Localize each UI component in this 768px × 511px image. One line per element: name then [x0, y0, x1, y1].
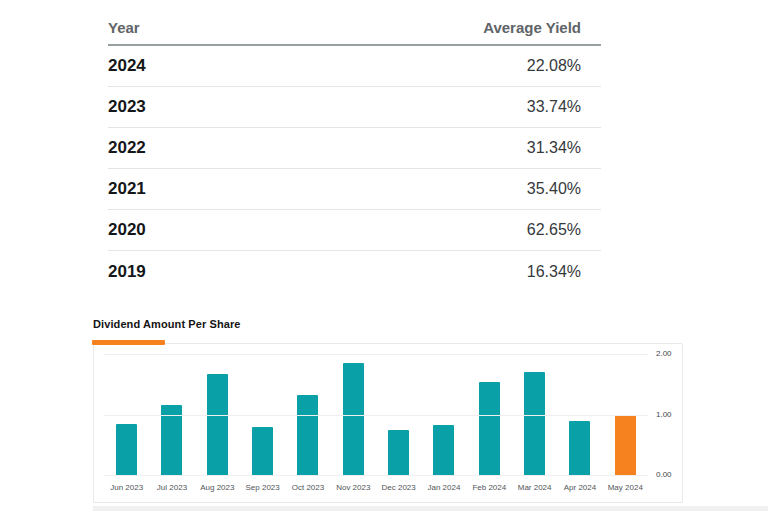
table-row: 2021 35.40%	[108, 169, 601, 210]
x-axis-label: May 2024	[603, 483, 648, 492]
bar-jan-2024[interactable]	[433, 425, 454, 475]
table-row: 2023 33.74%	[108, 87, 601, 128]
x-axis-label: Aug 2023	[195, 483, 240, 492]
year-cell: 2020	[108, 220, 146, 240]
bar-feb-2024[interactable]	[479, 382, 500, 475]
table-header-row: Year Average Yield	[108, 13, 601, 46]
chart-title: Dividend Amount Per Share	[93, 318, 241, 330]
bar-jun-2023[interactable]	[116, 424, 137, 475]
average-yield-table: Year Average Yield 2024 22.08% 2023 33.7…	[108, 13, 601, 292]
x-axis-label: Sep 2023	[240, 483, 285, 492]
bar-apr-2024[interactable]	[569, 421, 590, 475]
table-row: 2020 62.65%	[108, 210, 601, 251]
bar-nov-2023[interactable]	[343, 363, 364, 475]
x-axis-label: Apr 2024	[557, 483, 602, 492]
bar-plot-area	[104, 354, 648, 475]
next-section-top-edge	[93, 506, 768, 511]
x-axis-label: Dec 2023	[376, 483, 421, 492]
table-row: 2022 31.34%	[108, 128, 601, 169]
y-axis-label: 1.00	[656, 410, 684, 420]
year-cell: 2022	[108, 138, 146, 158]
y-axis-label: 0.00	[656, 470, 684, 480]
yield-cell: 35.40%	[527, 180, 601, 198]
yield-cell: 22.08%	[527, 57, 601, 75]
bar-mar-2024[interactable]	[524, 372, 545, 475]
year-cell: 2024	[108, 56, 146, 76]
table-row: 2024 22.08%	[108, 46, 601, 87]
x-axis-labels: Jun 2023Jul 2023Aug 2023Sep 2023Oct 2023…	[104, 483, 648, 492]
yield-cell: 16.34%	[527, 263, 601, 281]
x-axis-label: Mar 2024	[512, 483, 557, 492]
gridline-0.00	[104, 475, 648, 476]
year-cell: 2023	[108, 97, 146, 117]
year-column-header: Year	[108, 20, 140, 44]
yield-cell: 31.34%	[527, 139, 601, 157]
gridline-2.00	[104, 354, 648, 355]
active-tab-indicator	[92, 340, 165, 345]
x-axis-label: Jan 2024	[421, 483, 466, 492]
average-yield-column-header: Average Yield	[483, 20, 601, 44]
y-axis-label: 2.00	[656, 349, 684, 359]
yield-cell: 33.74%	[527, 98, 601, 116]
year-cell: 2019	[108, 262, 146, 282]
x-axis-label: Jun 2023	[104, 483, 149, 492]
bar-may-2024[interactable]	[615, 415, 636, 476]
yield-cell: 62.65%	[527, 221, 601, 239]
x-axis-label: Jul 2023	[149, 483, 194, 492]
gridline-1.00	[104, 415, 648, 416]
x-axis-label: Nov 2023	[331, 483, 376, 492]
dividend-page: Year Average Yield 2024 22.08% 2023 33.7…	[0, 0, 768, 511]
x-axis-label: Oct 2023	[285, 483, 330, 492]
dividend-chart-card: Jun 2023Jul 2023Aug 2023Sep 2023Oct 2023…	[93, 343, 683, 503]
bar-aug-2023[interactable]	[207, 374, 228, 475]
x-axis-label: Feb 2024	[467, 483, 512, 492]
bar-oct-2023[interactable]	[297, 395, 318, 476]
bar-sep-2023[interactable]	[252, 427, 273, 475]
year-cell: 2021	[108, 179, 146, 199]
bar-dec-2023[interactable]	[388, 430, 409, 475]
table-row: 2019 16.34%	[108, 251, 601, 292]
